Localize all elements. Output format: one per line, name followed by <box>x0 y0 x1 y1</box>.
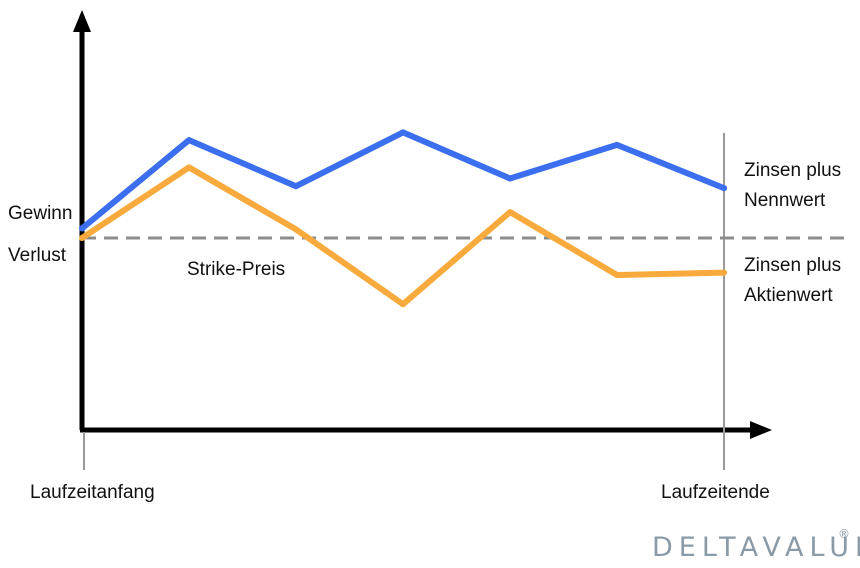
series-1-point-6 <box>721 185 727 192</box>
brand-logo-text: DELTAVALUE <box>652 532 860 563</box>
series-1-point-0 <box>79 225 85 232</box>
series-layer <box>79 129 727 308</box>
series-1-point-4 <box>507 175 513 182</box>
verlust-label: Verlust <box>8 245 67 266</box>
end-label: Laufzeitende <box>661 482 770 503</box>
series-1-point-3 <box>400 129 406 136</box>
series-2-point-6 <box>721 269 727 276</box>
start-label: Laufzeitanfang <box>30 482 155 503</box>
series2-label-line2: Aktienwert <box>744 285 833 306</box>
series-2-point-3 <box>400 301 406 308</box>
series-1-point-2 <box>293 183 299 190</box>
series-line-2 <box>79 164 727 308</box>
series-2-point-5 <box>614 272 620 278</box>
series-2-point-0 <box>79 235 85 241</box>
series-1-point-1 <box>186 137 192 144</box>
series-2-point-4 <box>507 209 513 216</box>
strike-label: Strike-Preis <box>187 259 285 280</box>
y-axis-arrow <box>73 10 91 32</box>
x-axis-arrow <box>750 421 772 439</box>
gewinn-label: Gewinn <box>8 203 72 224</box>
series1-label-line2: Nennwert <box>744 190 826 211</box>
series-2-point-2 <box>293 226 299 233</box>
series1-label-line1: Zinsen plus <box>744 160 841 181</box>
series-line-1 <box>79 129 727 232</box>
brand-registered-mark: ® <box>838 527 850 541</box>
series2-label-line1: Zinsen plus <box>744 255 841 276</box>
series-1-point-5 <box>614 141 620 148</box>
series-2-point-1 <box>186 164 192 171</box>
